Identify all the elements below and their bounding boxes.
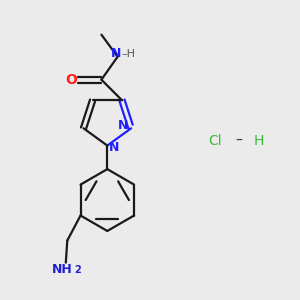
Text: –: –	[235, 134, 242, 148]
Text: NH: NH	[52, 263, 73, 277]
Text: 2: 2	[74, 265, 81, 275]
Text: –H: –H	[122, 49, 136, 59]
Text: Cl: Cl	[208, 134, 222, 148]
Text: N: N	[111, 47, 122, 60]
Text: O: O	[65, 73, 77, 87]
Text: H: H	[254, 134, 264, 148]
Text: N: N	[109, 141, 119, 154]
Text: N: N	[118, 119, 128, 132]
